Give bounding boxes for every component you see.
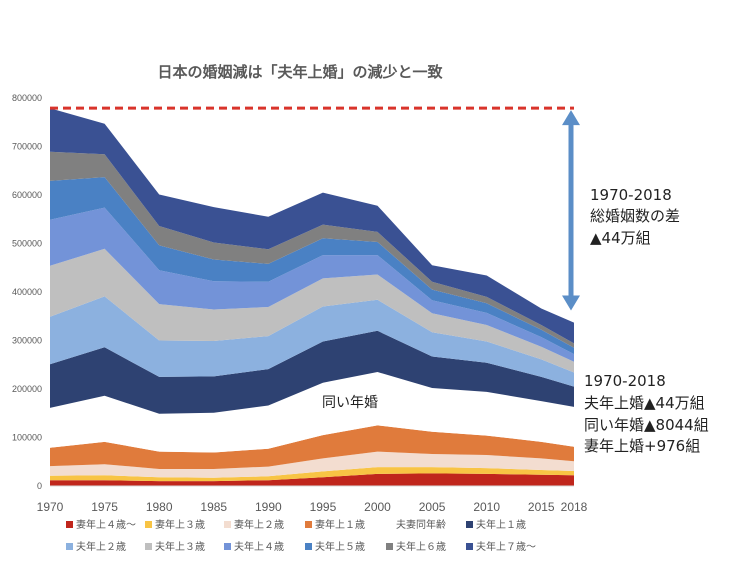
y-tick-label: 200000 [12,384,42,394]
y-tick-label: 600000 [12,190,42,200]
y-tick-label: 300000 [12,336,42,346]
legend-item: 夫年上５歳 [305,540,365,553]
x-tick-label: 1970 [37,500,64,514]
y-tick-label: 0 [37,481,42,491]
legend-item: 夫年上４歳 [224,540,284,553]
legend-label: 夫年上６歳 [396,540,446,553]
annotation-total-period: 1970-2018 [590,186,672,204]
area-series-8 [50,207,574,362]
area-series-2 [50,451,574,478]
x-tick-label: 2015 [528,500,555,514]
area-series-3 [50,425,574,469]
legend-item: 夫年上６歳 [386,540,446,553]
legend-label: 夫年上５歳 [315,540,365,553]
legend-item: 夫年上７歳～ [466,540,536,553]
x-tick-label: 2010 [473,500,500,514]
chart-title: 日本の婚姻減は「夫年上婚」の減少と一致 [157,63,443,81]
legend-swatch [466,543,473,550]
legend-label: 夫年上３歳 [155,540,205,553]
y-tick-label: 500000 [12,239,42,249]
difference-arrow-head-top [562,110,580,126]
legend-label: 夫年上４歳 [234,540,284,553]
x-axis: 1970 1975 1980 1985 1990 1995 2000 2005 2010 2015… [37,485,588,514]
annotation-same-age-diff: 同い年婚▲8044組 [584,416,709,434]
legend-swatch [66,543,73,550]
legend-label: 夫年上２歳 [76,540,126,553]
legend-label: 妻年上１歳 [315,518,365,531]
legend-item: 夫妻同年齢 [386,518,446,531]
area-series-10 [50,151,574,348]
area-series-4 [50,372,574,453]
legend-swatch [386,521,393,528]
annotation-breakdown-period: 1970-2018 [584,372,666,390]
x-tick-label: 1990 [255,500,282,514]
y-tick-label: 800000 [12,93,42,103]
y-tick-label: 400000 [12,287,42,297]
area-series-0 [50,473,574,486]
reference-lines [50,106,580,311]
legend-label: 夫年上１歳 [476,518,526,531]
legend-swatch [466,521,473,528]
area-series-9 [50,177,574,355]
area-series-5 [50,330,574,414]
x-tick-label: 1995 [310,500,337,514]
annotation-wife-older: 妻年上婚+976組 [584,437,700,455]
legend-label: 夫妻同年齢 [396,518,446,531]
y-tick-label: 100000 [12,433,42,443]
legend-item: 夫年上２歳 [66,540,126,553]
y-tick-label: 700000 [12,142,42,152]
legend-swatch [145,521,152,528]
legend-item: 夫年上３歳 [145,540,205,553]
legend-label: 妻年上２歳 [234,518,284,531]
x-tick-label: 2005 [419,500,446,514]
x-tick-label: 1985 [200,500,227,514]
x-tick-label: 2000 [364,500,391,514]
annotation-total-label: 総婚姻数の差 [590,207,680,225]
legend-label: 夫年上７歳～ [476,540,536,553]
area-series-group [50,108,574,486]
annotation-same-age: 同い年婚 [322,395,378,411]
legend-item: 妻年上４歳～ [66,518,136,531]
legend-swatch [305,543,312,550]
x-tick-label: 2018 [561,500,588,514]
legend-item: 妻年上２歳 [224,518,284,531]
legend-swatch [386,543,393,550]
legend-swatch [66,521,73,528]
legend-item: 妻年上１歳 [305,518,365,531]
legend-swatch [224,521,231,528]
legend-label: 妻年上４歳～ [76,518,136,531]
legend-swatch [224,543,231,550]
legend-item: 夫年上１歳 [466,518,526,531]
annotation-husband-older: 夫年上婚▲44万組 [584,394,705,412]
area-series-7 [50,248,574,373]
area-series-11 [50,108,574,344]
area-series-6 [50,296,574,387]
area-series-1 [50,467,574,482]
y-axis: 0 100000 200000 300000 400000 500000 600000 700… [12,93,42,491]
x-tick-label: 1975 [91,500,118,514]
legend-swatch [145,543,152,550]
legend-item: 妻年上３歳 [145,518,205,531]
difference-arrow-head-bottom [562,295,580,311]
legend-swatch [305,521,312,528]
x-tick-label: 1980 [146,500,173,514]
annotation-total-diff: ▲44万組 [590,229,651,247]
legend-label: 妻年上３歳 [155,518,205,531]
